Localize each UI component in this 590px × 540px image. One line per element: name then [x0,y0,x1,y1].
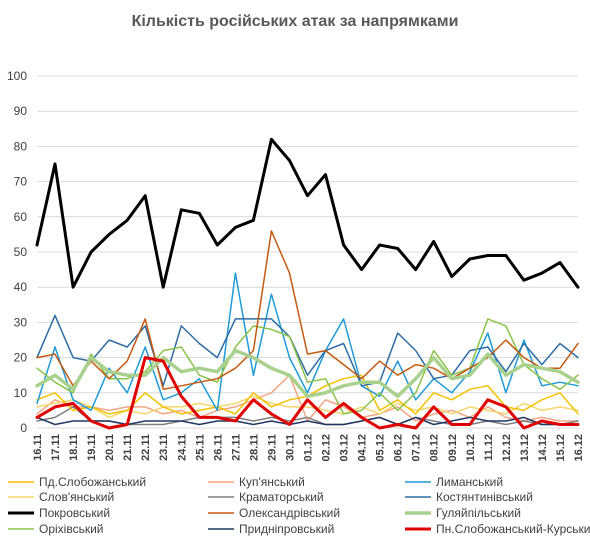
y-tick-label: 0 [20,421,27,435]
x-tick-label: 09.12 [447,434,459,462]
series-line [35,348,580,399]
x-tick-label: 19.11 [86,434,98,461]
legend-label: Гуляйпільський [436,506,521,520]
y-tick-label: 10 [14,386,28,400]
x-tick-label: 22.11 [140,434,152,461]
x-tick-label: 04.12 [357,434,369,462]
x-tick-label: 16.12 [573,434,585,462]
x-tick-label: 01.12 [303,434,315,462]
x-tick-label: 12.12 [501,434,513,462]
chart-title: Кількість російських атак за напрямками [132,13,459,30]
x-tick-label: 13.12 [519,434,531,462]
legend-label: Покровський [39,506,110,520]
series-line [36,318,579,415]
x-tick-label: 03.12 [339,434,351,462]
y-tick-label: 30 [14,315,28,329]
x-tick-label: 02.12 [321,434,333,462]
x-tick-label: 06.12 [393,434,405,462]
legend-label: Придніпровський [239,522,334,536]
x-tick-label: 30.11 [284,434,296,461]
y-tick-label: 20 [14,351,28,365]
legend-label: Костянтинівський [436,490,533,504]
series-line [36,272,579,412]
x-tick-label: 20.11 [104,434,116,461]
legend-label: Куп'янський [239,475,305,489]
y-axis: 0 10 20 30 40 50 60 70 80 90 100 [7,69,27,435]
legend-label: Пн.Слобожанський-Курський [436,522,590,536]
plot-area [35,137,580,430]
x-tick-label: 08.12 [429,434,441,462]
y-tick-label: 50 [14,245,28,259]
x-tick-label: 21.11 [122,434,134,461]
x-tick-label: 25.11 [194,434,206,461]
x-axis: 16.11 17.11 18.11 19.11 20.11 21.11 22.11 23.11… [32,434,585,462]
series-line [36,314,579,387]
x-tick-label: 24.11 [176,434,188,461]
legend-label: Оріхівський [39,522,104,536]
x-tick-label: 14.12 [537,434,549,462]
y-tick-label: 100 [7,69,27,83]
series-line [35,137,580,289]
x-tick-label: 16.11 [32,434,44,461]
x-tick-label: 26.11 [212,434,224,461]
x-tick-label: 29.11 [266,434,278,461]
legend-label: Олександрівський [239,506,340,520]
x-tick-label: 07.12 [411,434,423,462]
y-tick-label: 80 [14,139,28,153]
y-tick-label: 60 [14,210,28,224]
legend: Пд.Слобожанський Куп'янський Лиманський Сло… [8,475,590,536]
x-tick-label: 18.11 [68,434,80,461]
series-line [36,230,579,391]
legend-label: Пд.Слобожанський [39,475,146,489]
x-tick-label: 11.12 [483,434,495,461]
y-tick-label: 90 [14,104,28,118]
x-tick-label: 15.12 [555,434,567,462]
legend-label: Лиманський [436,475,503,489]
y-tick-label: 70 [14,175,28,189]
legend-label: Краматорський [239,490,324,504]
x-tick-label: 28.11 [248,434,260,461]
series-line [35,356,580,430]
y-tick-label: 40 [14,280,28,294]
x-tick-label: 23.11 [158,434,170,461]
legend-label: Слов'янський [39,490,114,504]
x-tick-label: 17.11 [50,434,62,461]
series-line [36,406,579,426]
x-tick-label: 10.12 [465,434,477,462]
x-tick-label: 05.12 [375,434,387,462]
x-tick-label: 27.11 [230,434,242,461]
